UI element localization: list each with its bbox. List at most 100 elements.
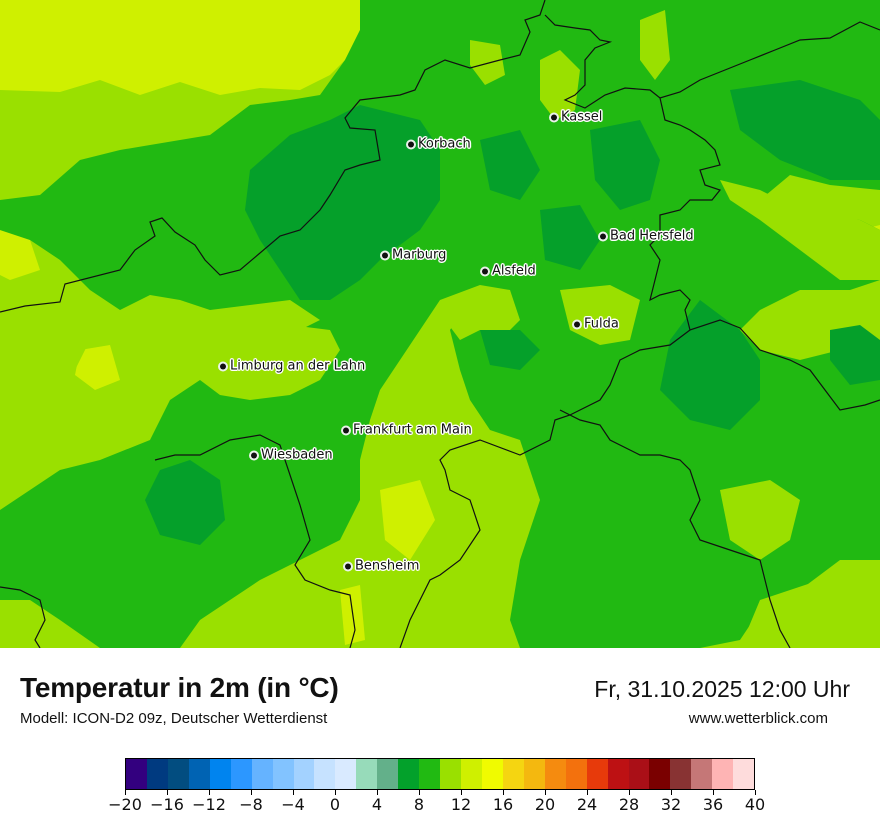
colorbar-segment xyxy=(544,759,566,789)
colorbar-segment xyxy=(146,759,168,789)
city-marker-wiesbaden: Wiesbaden xyxy=(251,448,333,463)
colorbar-segment xyxy=(377,759,399,789)
city-dot-icon xyxy=(382,252,388,258)
colorbar-segment xyxy=(356,759,378,789)
colorbar-tick xyxy=(124,790,126,795)
colorbar-segment xyxy=(586,759,608,789)
colorbar-tick xyxy=(166,790,168,795)
colorbar-tick xyxy=(670,790,672,795)
city-label: Wiesbaden xyxy=(261,447,333,463)
colorbar-segment xyxy=(293,759,315,789)
colorbar-tick xyxy=(460,790,462,795)
city-marker-fulda: Fulda xyxy=(574,317,619,332)
colorbar-tick-label: 12 xyxy=(450,795,472,814)
colorbar-tick-label: 8 xyxy=(413,795,425,814)
colorbar-segment xyxy=(565,759,587,789)
colorbar-segment xyxy=(628,759,650,789)
map-footer: Temperatur in 2m (in °C) Modell: ICON-D2… xyxy=(0,648,880,830)
colorbar-tick-label: −16 xyxy=(150,795,184,814)
colorbar-tick xyxy=(502,790,504,795)
colorbar-tick xyxy=(712,790,714,795)
city-label: Frankfurt am Main xyxy=(353,422,472,438)
colorbar-tick xyxy=(250,790,252,795)
city-dot-icon xyxy=(251,452,257,458)
city-marker-limburg: Limburg an der Lahn xyxy=(220,359,365,374)
colorbar-segment xyxy=(167,759,189,789)
colorbar-tick xyxy=(376,790,378,795)
website-credit: www.wetterblick.com xyxy=(688,710,828,727)
map-title: Temperatur in 2m (in °C) xyxy=(20,672,339,703)
colorbar-tick-label: 0 xyxy=(329,795,341,814)
colorbar-tick xyxy=(208,790,210,795)
city-label: Fulda xyxy=(584,316,619,332)
colorbar-segment xyxy=(670,759,692,789)
city-label: Limburg an der Lahn xyxy=(230,358,366,374)
city-label: Korbach xyxy=(418,136,471,152)
colorbar-segment xyxy=(230,759,252,789)
colorbar-segment xyxy=(188,759,210,789)
colorbar-segment xyxy=(649,759,671,789)
city-dot-icon xyxy=(600,233,606,239)
city-marker-frankfurt: Frankfurt am Main xyxy=(343,423,472,438)
city-dot-icon xyxy=(574,321,580,327)
colorbar-tick-label: 16 xyxy=(492,795,514,814)
colorbar-tick-label: 40 xyxy=(744,795,766,814)
colorbar-segment xyxy=(272,759,294,789)
colorbar-segment xyxy=(523,759,545,789)
colorbar-segment xyxy=(607,759,629,789)
colorbar-tick-label: 4 xyxy=(371,795,383,814)
colorbar-tick xyxy=(418,790,420,795)
city-dot-icon xyxy=(220,363,226,369)
colorbar-tick-label: 36 xyxy=(702,795,724,814)
temperature-field xyxy=(0,0,880,648)
colorbar-tick xyxy=(292,790,294,795)
colorbar-tick-label: 32 xyxy=(660,795,682,814)
colorbar xyxy=(125,758,755,790)
city-marker-bad-hersfeld: Bad Hersfeld xyxy=(600,229,694,244)
colorbar-tick-label: 28 xyxy=(618,795,640,814)
city-label: Marburg xyxy=(392,247,447,263)
city-marker-marburg: Marburg xyxy=(382,248,446,263)
colorbar-segment xyxy=(209,759,231,789)
city-dot-icon xyxy=(482,268,488,274)
city-dot-icon xyxy=(408,141,414,147)
colorbar-tick-label: 20 xyxy=(534,795,556,814)
city-label: Bad Hersfeld xyxy=(610,228,694,244)
forecast-datetime: Fr, 31.10.2025 12:00 Uhr xyxy=(594,676,850,702)
colorbar-segment xyxy=(712,759,734,789)
city-marker-kassel: Kassel xyxy=(551,110,602,125)
city-dot-icon xyxy=(345,563,351,569)
colorbar-segment xyxy=(126,759,147,789)
temperature-map: Kassel Korbach Bad Hersfeld Marburg Alsf… xyxy=(0,0,880,648)
colorbar-tick-label: −8 xyxy=(239,795,263,814)
colorbar-segment xyxy=(502,759,524,789)
colorbar-tick-label: −20 xyxy=(108,795,142,814)
colorbar-segment xyxy=(461,759,482,789)
colorbar-tick xyxy=(544,790,546,795)
colorbar-tick-label: 24 xyxy=(576,795,598,814)
colorbar-segment xyxy=(251,759,273,789)
colorbar-tick-label: −4 xyxy=(281,795,305,814)
colorbar-segment xyxy=(314,759,336,789)
colorbar-segment xyxy=(419,759,441,789)
colorbar-tick xyxy=(334,790,336,795)
colorbar-ticks: −20 −16 −12 −8 −4 0 4 8 12 16 20 24 28 32 36 40 xyxy=(108,790,765,820)
city-label: Kassel xyxy=(561,109,603,125)
city-marker-alsfeld: Alsfeld xyxy=(482,264,536,279)
colorbar-tick xyxy=(754,790,756,795)
model-info: Modell: ICON-D2 09z, Deutscher Wetterdie… xyxy=(20,710,328,727)
city-marker-bensheim: Bensheim xyxy=(345,559,419,574)
city-dot-icon xyxy=(551,114,557,120)
colorbar-segment xyxy=(733,759,755,789)
city-marker-korbach: Korbach xyxy=(408,137,471,152)
city-label: Alsfeld xyxy=(492,263,536,279)
colorbar-segment xyxy=(691,759,713,789)
colorbar-tick xyxy=(628,790,630,795)
colorbar-tick-label: −12 xyxy=(192,795,226,814)
colorbar-segment xyxy=(440,759,461,789)
city-label: Bensheim xyxy=(355,558,420,574)
colorbar-tick xyxy=(586,790,588,795)
colorbar-segment xyxy=(335,759,357,789)
colorbar-segment xyxy=(398,759,420,789)
city-dot-icon xyxy=(343,427,349,433)
